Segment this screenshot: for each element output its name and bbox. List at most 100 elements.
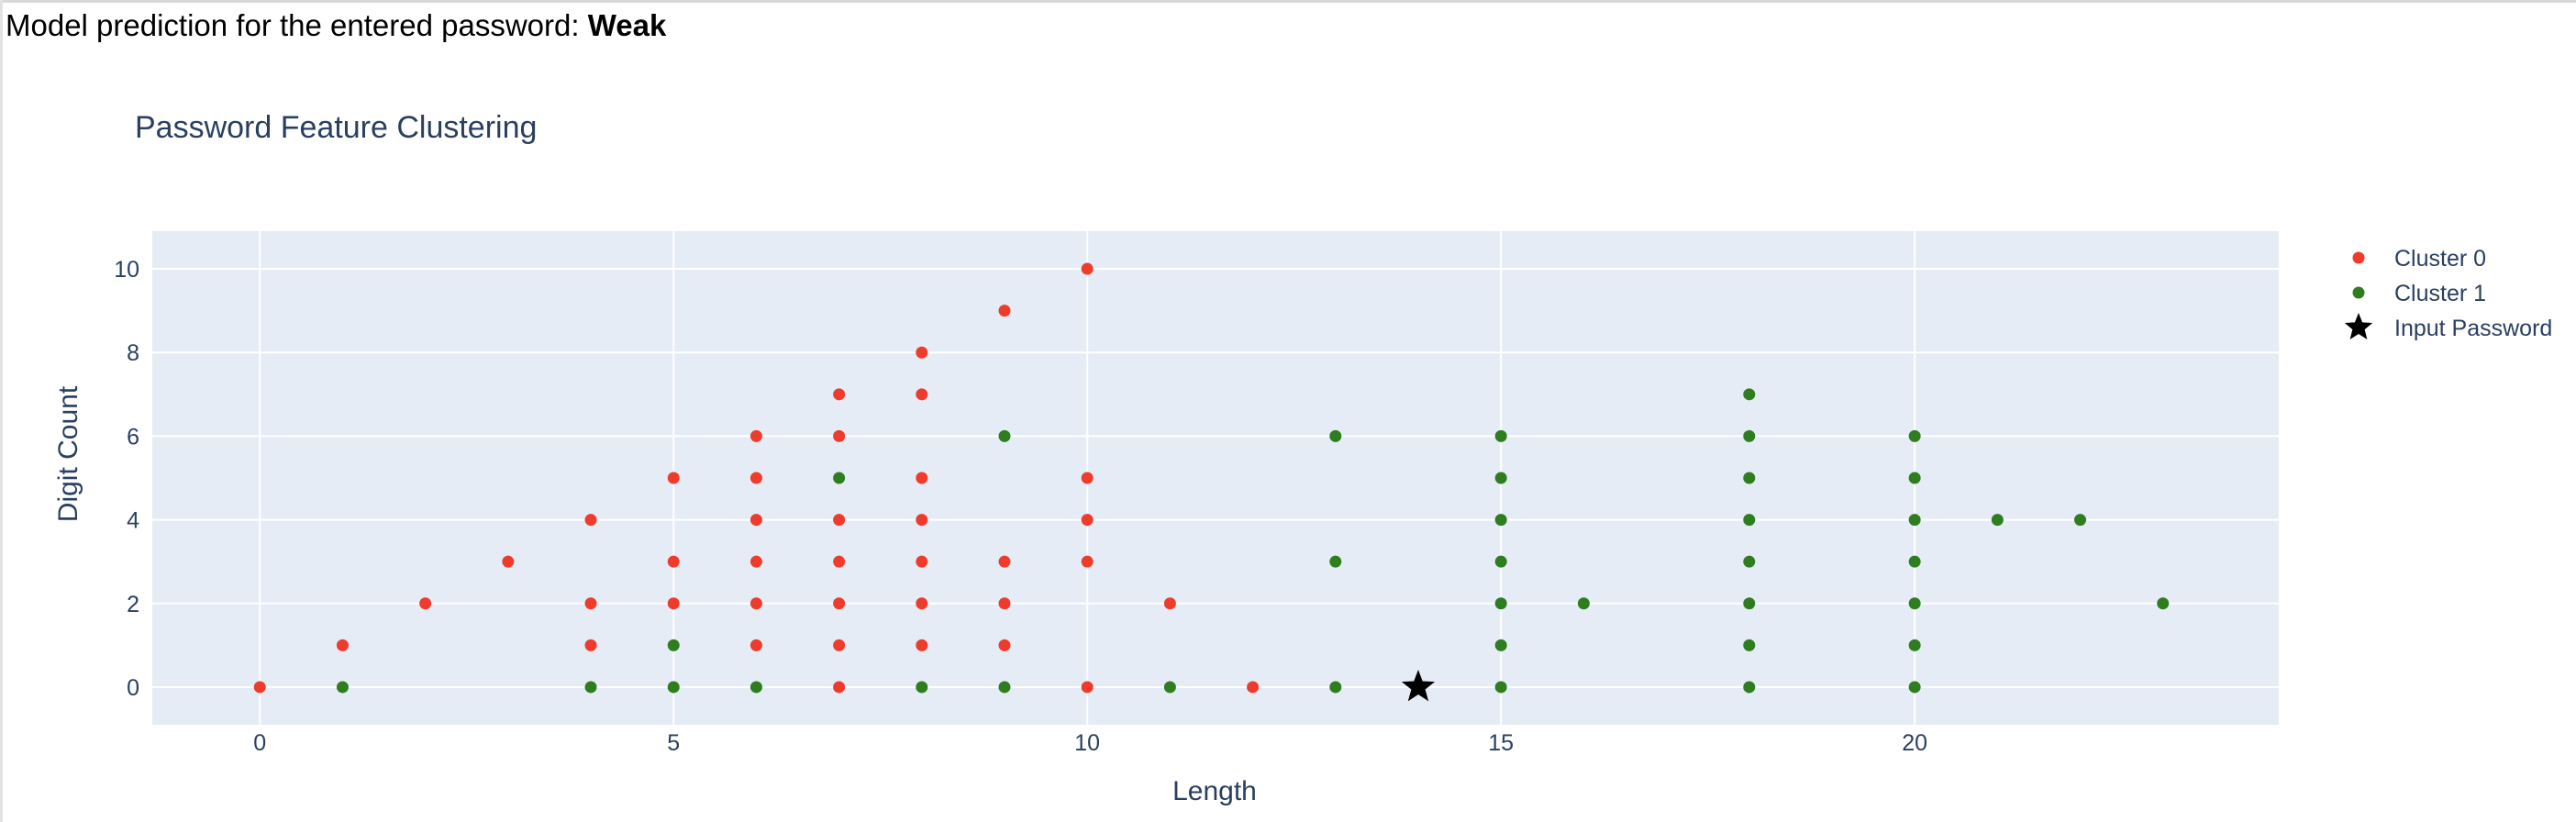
y-tick-label: 10 bbox=[114, 257, 139, 283]
circle-marker-icon bbox=[2352, 251, 2365, 264]
scatter-point[interactable] bbox=[1743, 555, 1756, 568]
scatter-point[interactable] bbox=[1743, 639, 1756, 651]
scatter-point[interactable] bbox=[1908, 597, 1921, 610]
x-tick-label: 20 bbox=[1902, 730, 1927, 756]
prediction-value: Weak bbox=[587, 8, 667, 42]
scatter-point[interactable] bbox=[2157, 597, 2170, 610]
scatter-point[interactable] bbox=[916, 597, 928, 610]
scatter-point[interactable] bbox=[1494, 514, 1507, 527]
scatter-point[interactable] bbox=[1081, 555, 1094, 568]
y-tick-label: 0 bbox=[127, 675, 139, 701]
scatter-point[interactable] bbox=[419, 597, 432, 610]
scatter-point[interactable] bbox=[1908, 555, 1921, 568]
scatter-point[interactable] bbox=[833, 597, 846, 610]
scatter-point[interactable] bbox=[1163, 597, 1176, 610]
scatter-point[interactable] bbox=[833, 388, 846, 401]
scatter-point[interactable] bbox=[584, 639, 597, 651]
scatter-point[interactable] bbox=[1908, 681, 1921, 694]
scatter-point[interactable] bbox=[916, 555, 928, 568]
scatter-point[interactable] bbox=[2074, 514, 2087, 527]
scatter-point[interactable] bbox=[916, 346, 928, 359]
scatter-point[interactable] bbox=[833, 681, 846, 694]
scatter-point[interactable] bbox=[998, 305, 1011, 317]
scatter-point[interactable] bbox=[1743, 429, 1756, 442]
scatter-point[interactable] bbox=[998, 555, 1011, 568]
legend[interactable]: Cluster 0 Cluster 1 Input Password bbox=[2344, 246, 2553, 341]
scatter-point[interactable] bbox=[749, 472, 762, 484]
scatter-point[interactable] bbox=[502, 555, 515, 568]
scatter-point[interactable] bbox=[1743, 472, 1756, 484]
scatter-point[interactable] bbox=[998, 597, 1011, 610]
y-tick-label: 2 bbox=[127, 592, 139, 617]
scatter-point[interactable] bbox=[998, 639, 1011, 651]
scatter-point[interactable] bbox=[1908, 514, 1921, 527]
scatter-point[interactable] bbox=[1494, 597, 1507, 610]
scatter-point[interactable] bbox=[1081, 514, 1094, 527]
y-tick-label: 6 bbox=[127, 424, 139, 450]
scatter-point[interactable] bbox=[584, 514, 597, 527]
scatter-point[interactable] bbox=[833, 429, 846, 442]
scatter-point[interactable] bbox=[1494, 472, 1507, 484]
legend-item[interactable]: Cluster 1 bbox=[2352, 281, 2487, 306]
scatter-point[interactable] bbox=[584, 597, 597, 610]
scatter-point[interactable] bbox=[1494, 681, 1507, 694]
scatter-point[interactable] bbox=[667, 472, 680, 484]
scatter-point[interactable] bbox=[1743, 514, 1756, 527]
circle-marker-icon bbox=[2352, 286, 2365, 299]
scatter-point[interactable] bbox=[1329, 429, 1342, 442]
legend-item[interactable]: Cluster 0 bbox=[2352, 246, 2487, 272]
input-password-star-point[interactable] bbox=[1401, 669, 1436, 702]
scatter-point[interactable] bbox=[916, 639, 928, 651]
scatter-point[interactable] bbox=[1081, 681, 1094, 694]
scatter-point[interactable] bbox=[1908, 429, 1921, 442]
scatter-point[interactable] bbox=[749, 514, 762, 527]
scatter-point[interactable] bbox=[1743, 597, 1756, 610]
scatter-point[interactable] bbox=[833, 639, 846, 651]
scatter-point[interactable] bbox=[833, 555, 846, 568]
scatter-point[interactable] bbox=[336, 639, 349, 651]
scatter-point[interactable] bbox=[1577, 597, 1590, 610]
scatter-point[interactable] bbox=[1163, 681, 1176, 694]
scatter-point[interactable] bbox=[1081, 472, 1094, 484]
scatter-point[interactable] bbox=[1247, 681, 1260, 694]
scatter-point[interactable] bbox=[916, 472, 928, 484]
tick-labels: 0 5 10 15 20 0 2 4 6 8 10 bbox=[114, 257, 1927, 756]
legend-label: Input Password bbox=[2394, 316, 2552, 341]
scatter-point[interactable] bbox=[1329, 555, 1342, 568]
scatter-point[interactable] bbox=[1743, 388, 1756, 401]
x-axis-title: Length bbox=[1172, 776, 1257, 806]
scatter-point[interactable] bbox=[998, 681, 1011, 694]
chart-title: Password Feature Clustering bbox=[135, 110, 537, 145]
scatter-point[interactable] bbox=[336, 681, 349, 694]
scatter-point[interactable] bbox=[916, 681, 928, 694]
scatter-point[interactable] bbox=[1494, 429, 1507, 442]
scatter-point[interactable] bbox=[749, 639, 762, 651]
scatter-point[interactable] bbox=[667, 597, 680, 610]
scatter-point[interactable] bbox=[1081, 262, 1094, 275]
scatter-point[interactable] bbox=[253, 681, 266, 694]
scatter-point[interactable] bbox=[584, 681, 597, 694]
scatter-point[interactable] bbox=[749, 597, 762, 610]
scatter-point[interactable] bbox=[667, 639, 680, 651]
scatter-point[interactable] bbox=[749, 681, 762, 694]
scatter-point[interactable] bbox=[916, 388, 928, 401]
scatter-point[interactable] bbox=[667, 555, 680, 568]
prediction-text: Model prediction for the entered passwor… bbox=[6, 7, 666, 44]
scatter-point[interactable] bbox=[1991, 514, 2004, 527]
scatter-point[interactable] bbox=[1743, 681, 1756, 694]
scatter-point[interactable] bbox=[749, 555, 762, 568]
scatter-point[interactable] bbox=[998, 429, 1011, 442]
x-tick-label: 0 bbox=[253, 730, 266, 756]
scatter-point[interactable] bbox=[833, 514, 846, 527]
scatter-point[interactable] bbox=[1908, 472, 1921, 484]
scatter-point[interactable] bbox=[1329, 681, 1342, 694]
scatter-point[interactable] bbox=[1494, 639, 1507, 651]
scatter-point[interactable] bbox=[916, 514, 928, 527]
scatter-point[interactable] bbox=[749, 429, 762, 442]
legend-label: Cluster 1 bbox=[2394, 281, 2486, 306]
legend-item[interactable]: Input Password bbox=[2344, 313, 2553, 341]
scatter-point[interactable] bbox=[833, 472, 846, 484]
scatter-point[interactable] bbox=[1908, 639, 1921, 651]
scatter-point[interactable] bbox=[1494, 555, 1507, 568]
scatter-point[interactable] bbox=[667, 681, 680, 694]
